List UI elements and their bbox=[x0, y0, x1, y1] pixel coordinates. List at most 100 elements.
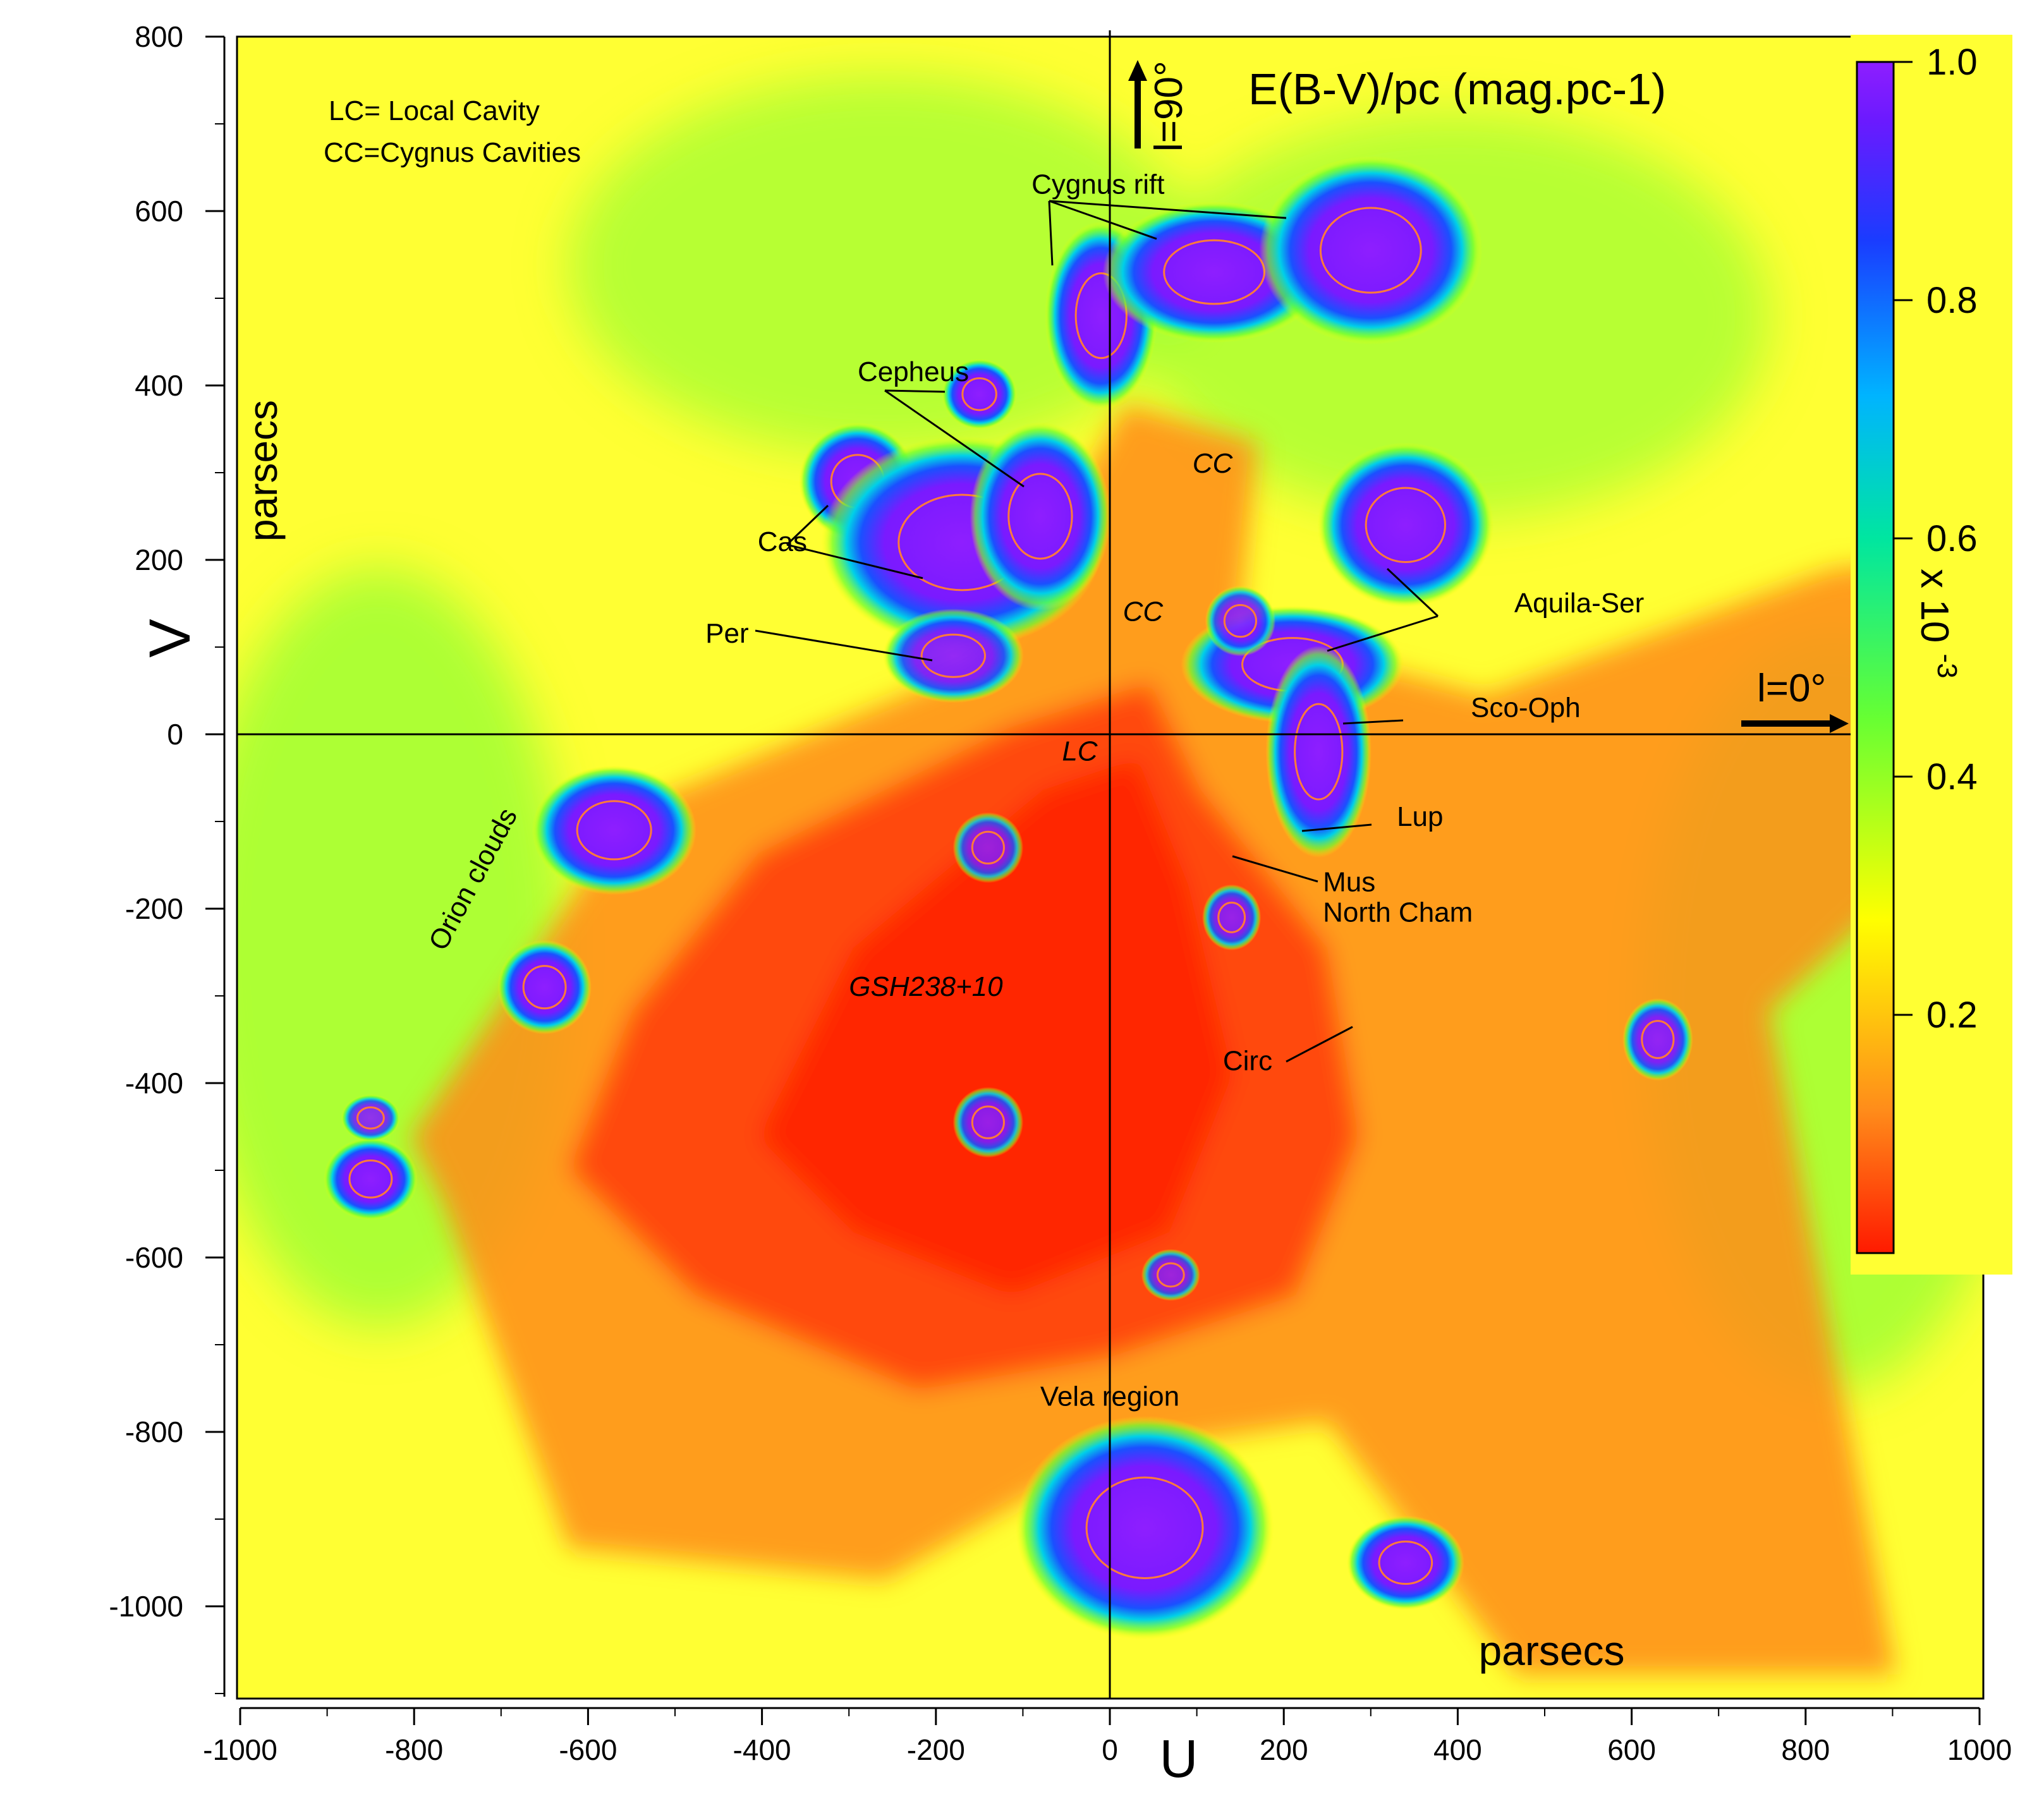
colorbar-multiplier: x 10 -3 bbox=[1913, 569, 1962, 679]
x-axis-label: U bbox=[1160, 1729, 1198, 1788]
feature-label: GSH238+10 bbox=[849, 971, 1003, 1002]
dense-cloud bbox=[497, 940, 592, 1034]
feature-label: Cas bbox=[758, 526, 807, 557]
dense-cloud bbox=[1265, 645, 1372, 858]
cloud-contour bbox=[971, 830, 1005, 865]
cloud-contour bbox=[1378, 1540, 1433, 1585]
feature-label: Sco-Oph bbox=[1471, 692, 1581, 723]
x-tick-label: -200 bbox=[907, 1733, 965, 1766]
cloud-contour bbox=[1641, 1020, 1675, 1059]
dense-cloud bbox=[324, 1137, 418, 1221]
dense-cloud bbox=[952, 1087, 1024, 1158]
cloud-contour bbox=[1223, 603, 1257, 638]
origin-axes bbox=[237, 30, 1855, 1699]
cloud-contour bbox=[1007, 473, 1073, 560]
feature-label: CC bbox=[1123, 597, 1164, 627]
direction-l0-marker: l=0° bbox=[1741, 667, 1849, 733]
dense-cloud bbox=[532, 765, 697, 895]
cloud-contour bbox=[1365, 487, 1447, 563]
y-units-label: parsecs bbox=[240, 400, 286, 542]
cloud-contour bbox=[971, 1105, 1005, 1139]
feature-label: Cepheus bbox=[858, 356, 969, 387]
y-axis-ticks: 800 600 400 200 0 -200 -400 -600 -800 -1000 bbox=[109, 20, 226, 1697]
colorbar-multiplier-base: x 10 bbox=[1913, 569, 1956, 643]
low-density-region bbox=[411, 404, 1972, 1675]
dense-cloud bbox=[1015, 1415, 1274, 1640]
chart-title: E(B-V)/pc (mag.pc-1) bbox=[1248, 64, 1666, 114]
x-tick-label: -800 bbox=[385, 1733, 443, 1766]
legend-local-cavity: LC= Local Cavity bbox=[329, 95, 540, 126]
x-tick-label: 0 bbox=[1102, 1733, 1118, 1766]
colorbar-tick-label: 0.4 bbox=[1926, 756, 1978, 797]
x-tick-label: -400 bbox=[733, 1733, 791, 1766]
colorbar-panel: 1.0 0.8 0.6 0.4 0.2 x 10 -3 bbox=[1851, 35, 2012, 1275]
annotation-arrows bbox=[755, 200, 1439, 1063]
y-tick-label: 400 bbox=[135, 369, 183, 402]
dense-cloud bbox=[1202, 884, 1262, 950]
y-axis-label: V bbox=[138, 619, 202, 657]
dense-cloud bbox=[1622, 998, 1693, 1081]
direction-l90-marker: l=90° bbox=[1128, 60, 1191, 152]
dense-cloud-layer bbox=[324, 156, 1693, 1640]
y-tick-label: 0 bbox=[167, 718, 183, 751]
dense-cloud bbox=[1346, 1515, 1464, 1610]
cloud-contour bbox=[576, 800, 652, 861]
x-units-label: parsecs bbox=[1478, 1627, 1624, 1674]
dense-cloud bbox=[341, 1094, 400, 1142]
colorbar-ticks: 1.0 0.8 0.6 0.4 0.2 bbox=[1894, 42, 1978, 1036]
dense-cloud bbox=[970, 421, 1111, 611]
x-tick-label: 200 bbox=[1260, 1733, 1308, 1766]
cloud-contour bbox=[1294, 703, 1344, 801]
cloud-contour bbox=[1217, 901, 1246, 933]
x-tick-label: 400 bbox=[1433, 1733, 1482, 1766]
colorbar-tick-label: 0.6 bbox=[1926, 518, 1978, 559]
colorbar-tick-label: 1.0 bbox=[1926, 42, 1978, 83]
colorbar-tick-label: 0.2 bbox=[1926, 995, 1978, 1036]
feature-label: North Cham bbox=[1323, 897, 1473, 928]
colorbar-tick-label: 0.8 bbox=[1926, 280, 1978, 321]
feature-label: Circ bbox=[1223, 1045, 1272, 1076]
feature-label: Cygnus rift bbox=[1031, 169, 1164, 200]
feature-label: Per bbox=[705, 618, 748, 649]
x-tick-label: 800 bbox=[1781, 1733, 1830, 1766]
feature-label: Mus bbox=[1323, 866, 1375, 897]
colorbar-gradient bbox=[1856, 61, 1895, 1254]
cloud-contour bbox=[1156, 1262, 1185, 1288]
cloud-contour bbox=[961, 377, 997, 411]
y-tick-label: 200 bbox=[135, 543, 183, 576]
feature-label: Lup bbox=[1397, 801, 1443, 832]
direction-l0-label: l=0° bbox=[1757, 667, 1826, 710]
x-tick-label: 1000 bbox=[1947, 1733, 2012, 1766]
cloud-contour bbox=[356, 1106, 385, 1130]
cloud-contour bbox=[1319, 207, 1422, 294]
direction-l90-label: l=90° bbox=[1147, 61, 1191, 152]
feature-label: Aquila-Ser bbox=[1514, 588, 1644, 619]
legend-cygnus-cavities: CC=Cygnus Cavities bbox=[324, 137, 581, 168]
cloud-contour bbox=[522, 965, 567, 1010]
y-tick-label: -1000 bbox=[109, 1590, 183, 1623]
feature-label: CC bbox=[1193, 448, 1234, 479]
feature-label: LC bbox=[1062, 736, 1098, 767]
dense-cloud bbox=[1205, 585, 1276, 657]
y-tick-label: 600 bbox=[135, 195, 183, 227]
y-tick-label: -600 bbox=[125, 1241, 183, 1274]
colorbar-multiplier-exp: -3 bbox=[1931, 653, 1962, 678]
x-axis-ticks: -1000 -800 -600 -400 -200 0 200 400 600 800 1000 bbox=[203, 1707, 2012, 1766]
y-tick-label: 800 bbox=[135, 20, 183, 53]
dense-cloud bbox=[1259, 156, 1483, 345]
cloud-contour bbox=[348, 1159, 393, 1199]
dense-cloud bbox=[1317, 442, 1494, 608]
x-tick-label: 600 bbox=[1607, 1733, 1656, 1766]
cloud-contour bbox=[920, 633, 986, 678]
x-tick-label: -1000 bbox=[203, 1733, 277, 1766]
dense-cloud bbox=[942, 358, 1018, 430]
dense-cloud bbox=[882, 609, 1024, 703]
y-tick-label: -200 bbox=[125, 892, 183, 925]
dense-cloud bbox=[952, 812, 1024, 883]
x-tick-label: -600 bbox=[559, 1733, 617, 1766]
cloud-contour bbox=[1085, 1476, 1204, 1579]
feature-label: Vela region bbox=[1040, 1381, 1179, 1412]
dense-cloud bbox=[1141, 1249, 1200, 1301]
y-tick-label: -400 bbox=[125, 1067, 183, 1100]
